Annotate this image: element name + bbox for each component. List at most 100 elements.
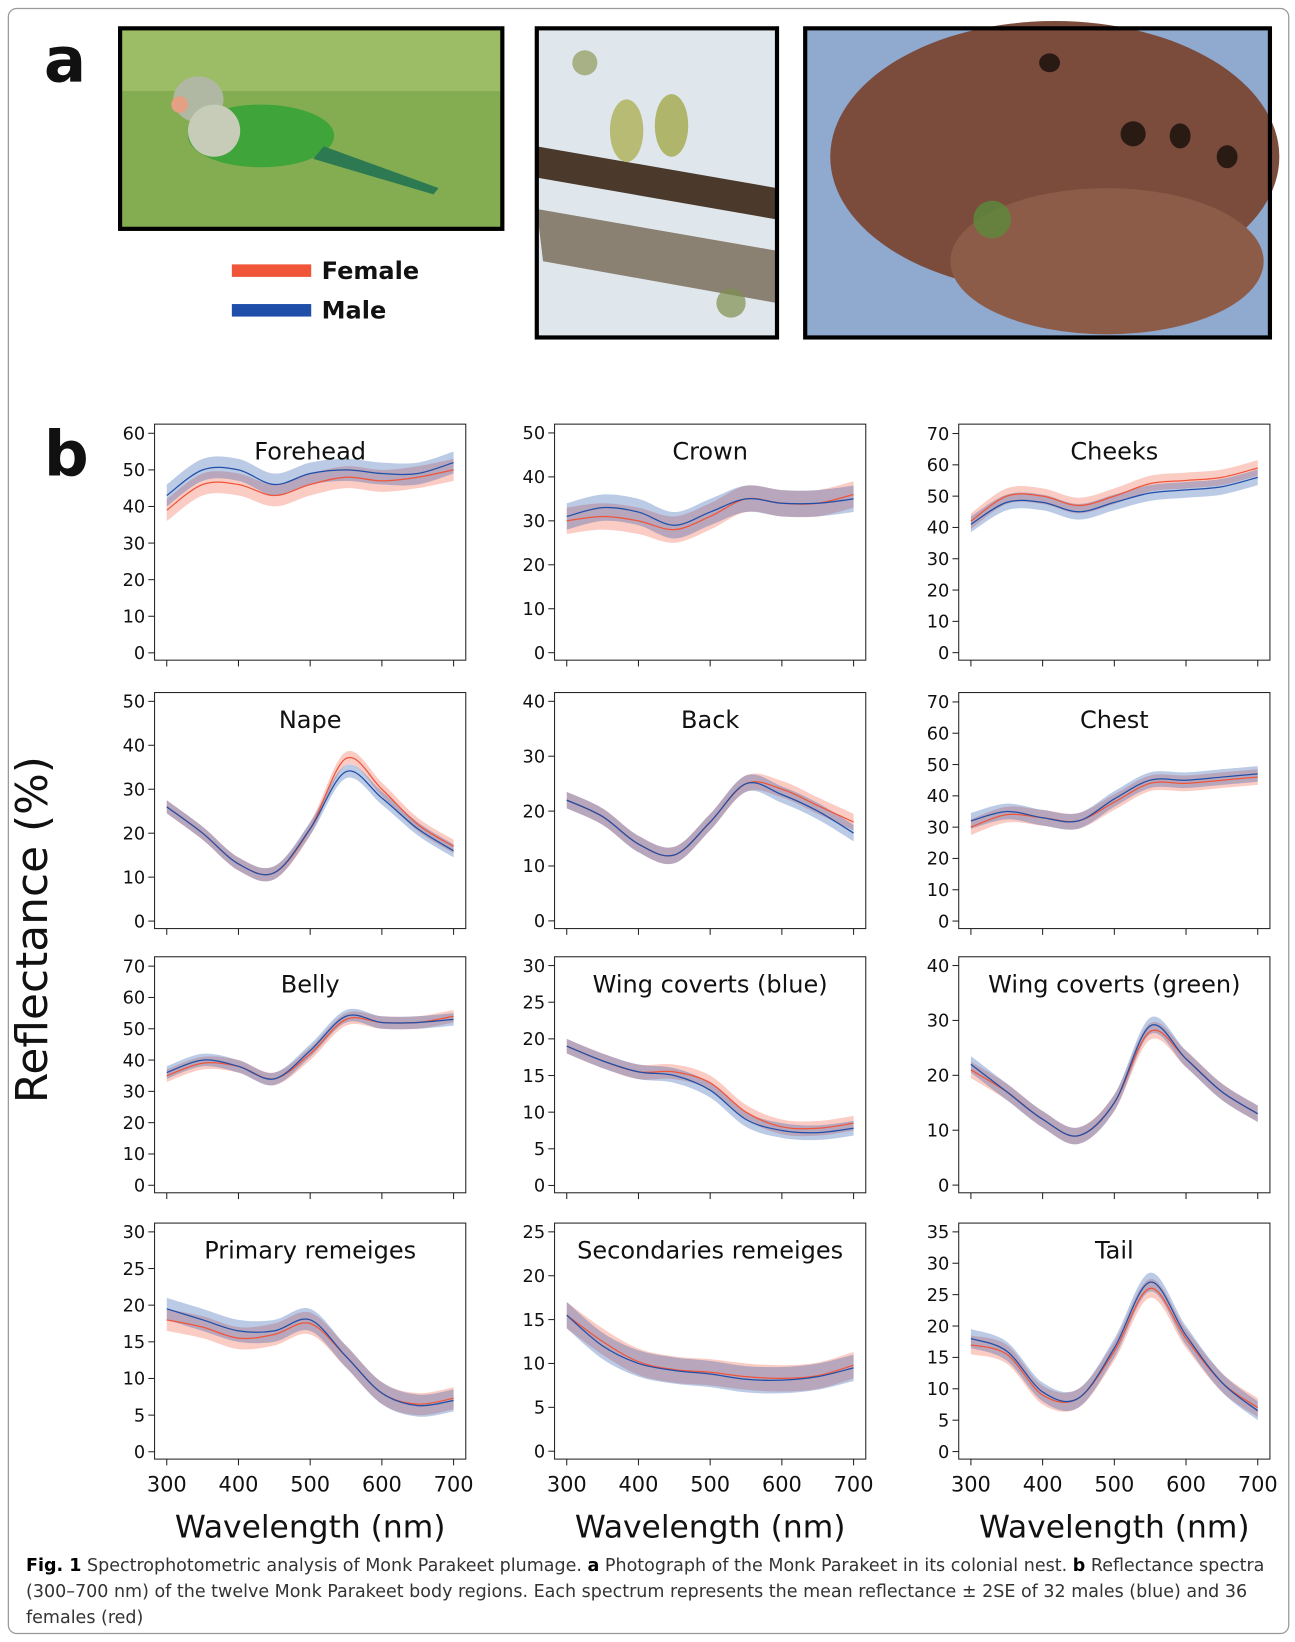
- y-tick-label: 30: [123, 1083, 146, 1103]
- y-tick-label: 10: [523, 1103, 546, 1123]
- y-tick-label: 20: [927, 1317, 950, 1337]
- y-axis-label: Reflectance (%): [7, 756, 58, 1103]
- error-band: [567, 1302, 854, 1393]
- chart: 010203040Back: [523, 693, 866, 935]
- y-tick-label: 20: [927, 850, 950, 870]
- y-tick-label: 10: [927, 613, 950, 633]
- y-tick-label: 0: [534, 1177, 545, 1197]
- y-tick-label: 10: [123, 608, 146, 628]
- y-tick-label: 50: [123, 693, 146, 713]
- caption-text: Fig. 1: [26, 1556, 81, 1576]
- y-tick-label: 20: [523, 556, 546, 576]
- chart: 05101520253035300400500600700TailWavelen…: [927, 1223, 1278, 1545]
- y-tick-label: 15: [523, 1067, 546, 1087]
- x-tick-label: 700: [434, 1472, 474, 1496]
- y-tick-label: 30: [523, 512, 546, 532]
- photo: [120, 28, 502, 229]
- y-tick-label: 30: [927, 818, 950, 838]
- y-tick-label: 0: [534, 644, 545, 664]
- y-tick-label: 20: [523, 1030, 546, 1050]
- chart-title: Tail: [1094, 1237, 1134, 1265]
- chart-title: Chest: [1080, 706, 1149, 734]
- x-tick-label: 600: [362, 1472, 402, 1496]
- y-tick-label: 5: [534, 1140, 545, 1160]
- x-tick-label: 400: [219, 1472, 259, 1496]
- chart: 010203040506070Cheeks: [927, 424, 1270, 666]
- y-tick-label: 50: [123, 461, 146, 481]
- y-tick-label: 70: [927, 425, 950, 445]
- y-tick-label: 40: [123, 498, 146, 518]
- y-tick-label: 40: [927, 787, 950, 807]
- y-tick-label: 30: [523, 957, 546, 977]
- y-tick-label: 20: [123, 571, 146, 591]
- y-tick-label: 15: [523, 1311, 546, 1331]
- y-tick-label: 20: [927, 1067, 950, 1087]
- chart-title: Nape: [279, 706, 342, 734]
- y-tick-label: 70: [123, 957, 146, 977]
- y-tick-label: 50: [523, 424, 546, 444]
- y-tick-label: 40: [927, 957, 950, 977]
- x-tick-label: 500: [690, 1472, 730, 1496]
- y-tick-label: 10: [927, 881, 950, 901]
- caption-text: b: [1073, 1556, 1086, 1576]
- legend-label: Male: [322, 297, 387, 325]
- x-axis-label: Wavelength (nm): [979, 1509, 1250, 1545]
- y-tick-label: 20: [123, 824, 146, 844]
- y-tick-label: 40: [123, 737, 146, 757]
- y-tick-label: 0: [534, 912, 545, 932]
- y-tick-label: 20: [927, 581, 950, 601]
- y-tick-label: 0: [534, 1442, 545, 1462]
- y-tick-label: 20: [523, 1267, 546, 1287]
- y-tick-label: 30: [523, 747, 546, 767]
- y-tick-label: 5: [534, 1399, 545, 1419]
- y-tick-label: 0: [134, 644, 145, 664]
- chart-title: Back: [681, 706, 739, 734]
- x-tick-label: 600: [762, 1472, 802, 1496]
- x-tick-label: 300: [147, 1472, 187, 1496]
- y-tick-label: 10: [523, 1355, 546, 1375]
- y-tick-label: 30: [927, 1255, 950, 1275]
- y-tick-label: 0: [134, 1443, 145, 1463]
- y-tick-label: 70: [927, 693, 950, 713]
- y-tick-label: 10: [523, 600, 546, 620]
- chart-title: Wing coverts (blue): [593, 970, 828, 998]
- chart-title: Wing coverts (green): [988, 970, 1240, 998]
- y-tick-label: 15: [927, 1349, 950, 1369]
- error-band: [567, 774, 854, 864]
- y-tick-label: 25: [927, 1286, 950, 1306]
- y-tick-label: 50: [927, 756, 950, 776]
- y-tick-label: 10: [123, 1145, 146, 1165]
- error-band: [167, 1298, 454, 1417]
- panel-label: a: [44, 24, 86, 97]
- x-tick-label: 600: [1166, 1472, 1206, 1496]
- x-tick-label: 500: [290, 1472, 330, 1496]
- chart-title: Forehead: [254, 438, 366, 466]
- y-tick-label: 50: [927, 487, 950, 507]
- x-tick-label: 700: [1238, 1472, 1278, 1496]
- x-tick-label: 300: [951, 1472, 991, 1496]
- y-tick-label: 10: [523, 857, 546, 877]
- chart-title: Crown: [672, 438, 748, 466]
- y-tick-label: 60: [927, 725, 950, 745]
- y-tick-label: 10: [123, 1370, 146, 1390]
- y-tick-label: 25: [123, 1260, 146, 1280]
- y-tick-label: 35: [927, 1223, 950, 1243]
- y-tick-label: 10: [927, 1380, 950, 1400]
- panel-label: b: [44, 417, 89, 490]
- x-tick-label: 300: [547, 1472, 587, 1496]
- y-tick-label: 20: [523, 802, 546, 822]
- chart-title: Secondaries remeiges: [577, 1237, 843, 1265]
- photo: [805, 21, 1279, 337]
- error-band: [971, 1273, 1258, 1421]
- caption-text: Photograph of the Monk Parakeet in its c…: [605, 1556, 1067, 1576]
- y-tick-label: 0: [134, 912, 145, 932]
- x-tick-label: 400: [619, 1472, 659, 1496]
- y-tick-label: 15: [123, 1333, 146, 1353]
- y-tick-label: 30: [123, 534, 146, 554]
- caption-text: Spectrophotometric analysis of Monk Para…: [87, 1556, 582, 1576]
- legend-swatch: [232, 264, 311, 277]
